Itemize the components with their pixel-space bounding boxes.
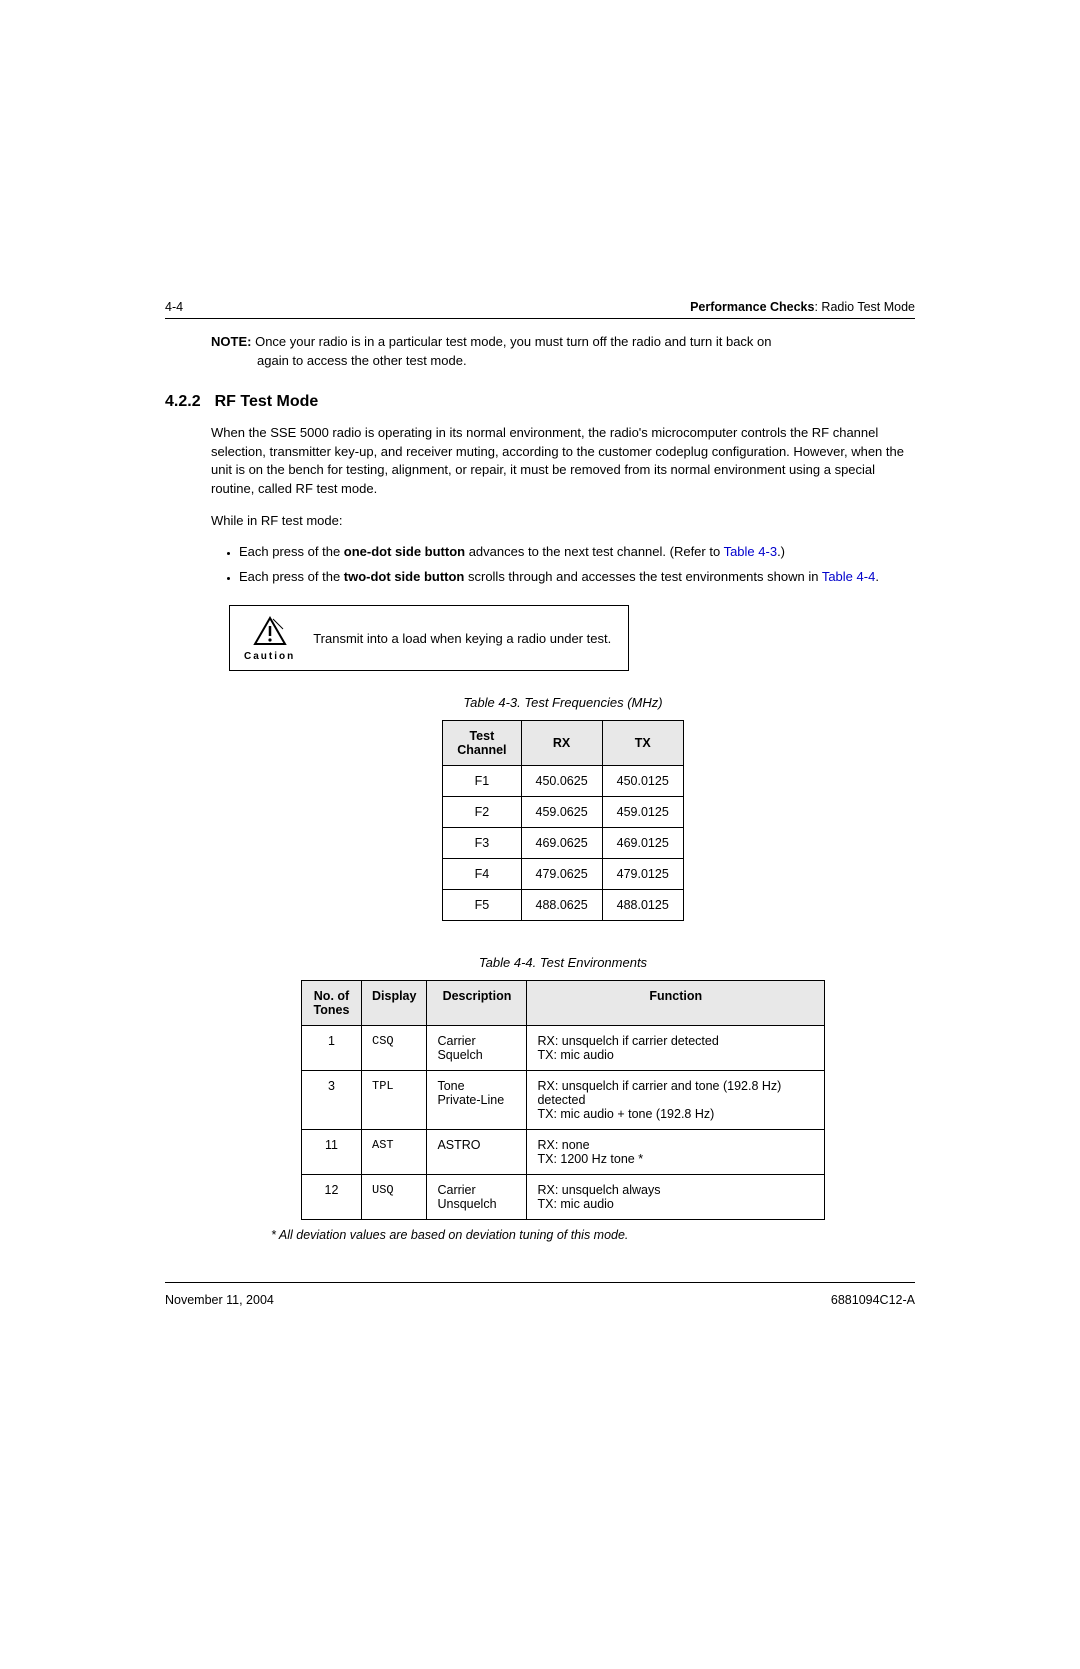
table-4-4-caption: Table 4-4. Test Environments — [211, 955, 915, 970]
table-cell-display: USQ — [362, 1174, 427, 1219]
table-row: F5488.0625488.0125 — [443, 889, 684, 920]
footer-docnum: 6881094C12-A — [831, 1293, 915, 1307]
table-cell: F5 — [443, 889, 521, 920]
bullet-1-end: .) — [777, 544, 785, 559]
table-cell: F4 — [443, 858, 521, 889]
bullet-2-post: scrolls through and accesses the test en… — [464, 569, 821, 584]
table-row: 3TPLTonePrivate-LineRX: unsquelch if car… — [302, 1070, 825, 1129]
table-4-3-caption: Table 4-3. Test Frequencies (MHz) — [211, 695, 915, 710]
bullet-2-bold: two-dot side button — [344, 569, 465, 584]
section-heading: 4.2.2 RF Test Mode — [165, 393, 915, 411]
table-row: 11ASTASTRORX: noneTX: 1200 Hz tone * — [302, 1129, 825, 1174]
header-section-rest: : Radio Test Mode — [814, 300, 915, 314]
table-cell-description: TonePrivate-Line — [427, 1070, 527, 1129]
table-row: F1450.0625450.0125 — [443, 765, 684, 796]
caution-icon — [253, 616, 287, 649]
section-title: RF Test Mode — [215, 393, 319, 410]
table-cell: 450.0625 — [521, 765, 602, 796]
page-header: 4-4 Performance Checks: Radio Test Mode — [165, 300, 915, 314]
table-cell-function: RX: unsquelch if carrier and tone (192.8… — [527, 1070, 825, 1129]
footnote: * All deviation values are based on devi… — [271, 1228, 915, 1242]
paragraph-2: While in RF test mode: — [211, 512, 915, 531]
table-row: 1CSQCarrierSquelchRX: unsquelch if carri… — [302, 1025, 825, 1070]
table-4-4: No. ofTonesDisplayDescriptionFunction 1C… — [301, 980, 825, 1220]
bullet-2-end: . — [875, 569, 879, 584]
page-footer: November 11, 2004 6881094C12-A — [165, 1293, 915, 1307]
bullet-2-pre: Each press of the — [239, 569, 344, 584]
table-cell: 450.0125 — [602, 765, 683, 796]
table-cell-tones: 11 — [302, 1129, 362, 1174]
page-content: 4-4 Performance Checks: Radio Test Mode … — [0, 0, 1080, 1367]
note-block: NOTE: Once your radio is in a particular… — [211, 333, 915, 371]
caution-label: Caution — [244, 651, 295, 662]
table-cell-display: CSQ — [362, 1025, 427, 1070]
table-4-4-header: Description — [427, 980, 527, 1025]
table-4-4-header: Function — [527, 980, 825, 1025]
table-row: 12USQCarrierUnsquelchRX: unsquelch alway… — [302, 1174, 825, 1219]
table-cell-tones: 1 — [302, 1025, 362, 1070]
bullet-1: Each press of the one-dot side button ad… — [239, 543, 915, 562]
table-cell: F1 — [443, 765, 521, 796]
page-number: 4-4 — [165, 300, 183, 314]
table-row: F4479.0625479.0125 — [443, 858, 684, 889]
table-row: F3469.0625469.0125 — [443, 827, 684, 858]
table-cell-description: CarrierSquelch — [427, 1025, 527, 1070]
header-section-bold: Performance Checks — [690, 300, 814, 314]
table-4-3: TestChannelRXTX F1450.0625450.0125F2459.… — [442, 720, 684, 921]
table-cell-display: TPL — [362, 1070, 427, 1129]
table-4-3-header: TestChannel — [443, 720, 521, 765]
bullet-2: Each press of the two-dot side button sc… — [239, 568, 915, 587]
table-cell-function: RX: unsquelch if carrier detectedTX: mic… — [527, 1025, 825, 1070]
note-label: NOTE: — [211, 334, 251, 349]
table-cell-function: RX: unsquelch alwaysTX: mic audio — [527, 1174, 825, 1219]
bullet-list: Each press of the one-dot side button ad… — [211, 543, 915, 587]
table-cell: 479.0125 — [602, 858, 683, 889]
table-cell-function: RX: noneTX: 1200 Hz tone * — [527, 1129, 825, 1174]
table-4-4-header: Display — [362, 980, 427, 1025]
table-4-3-wrap: Table 4-3. Test Frequencies (MHz) TestCh… — [211, 695, 915, 921]
table-cell: 469.0625 — [521, 827, 602, 858]
table-cell: F3 — [443, 827, 521, 858]
table-4-3-header: TX — [602, 720, 683, 765]
table-cell: 488.0625 — [521, 889, 602, 920]
table-cell-display: AST — [362, 1129, 427, 1174]
bullet-1-pre: Each press of the — [239, 544, 344, 559]
footer-date: November 11, 2004 — [165, 1293, 274, 1307]
caution-left: Caution — [244, 616, 295, 662]
caution-text: Transmit into a load when keying a radio… — [313, 630, 611, 648]
table-cell-description: ASTRO — [427, 1129, 527, 1174]
footer-rule — [165, 1282, 915, 1283]
table-4-4-wrap: Table 4-4. Test Environments No. ofTones… — [211, 955, 915, 1220]
table-row: F2459.0625459.0125 — [443, 796, 684, 827]
table-cell-description: CarrierUnsquelch — [427, 1174, 527, 1219]
bullet-1-post: advances to the next test channel. (Refe… — [465, 544, 723, 559]
table-cell: 459.0625 — [521, 796, 602, 827]
link-table-4-4[interactable]: Table 4-4 — [822, 569, 875, 584]
table-4-3-header: RX — [521, 720, 602, 765]
bullet-1-bold: one-dot side button — [344, 544, 465, 559]
table-cell: 469.0125 — [602, 827, 683, 858]
table-4-4-header: No. ofTones — [302, 980, 362, 1025]
table-cell: 479.0625 — [521, 858, 602, 889]
header-rule — [165, 318, 915, 319]
table-cell-tones: 3 — [302, 1070, 362, 1129]
table-cell: 459.0125 — [602, 796, 683, 827]
note-text: Once your radio is in a particular test … — [211, 334, 772, 368]
table-cell-tones: 12 — [302, 1174, 362, 1219]
paragraph-1: When the SSE 5000 radio is operating in … — [211, 424, 915, 499]
table-cell: F2 — [443, 796, 521, 827]
section-number: 4.2.2 — [165, 393, 201, 410]
table-cell: 488.0125 — [602, 889, 683, 920]
link-table-4-3[interactable]: Table 4-3 — [724, 544, 777, 559]
header-section: Performance Checks: Radio Test Mode — [690, 300, 915, 314]
caution-box: Caution Transmit into a load when keying… — [229, 605, 629, 671]
